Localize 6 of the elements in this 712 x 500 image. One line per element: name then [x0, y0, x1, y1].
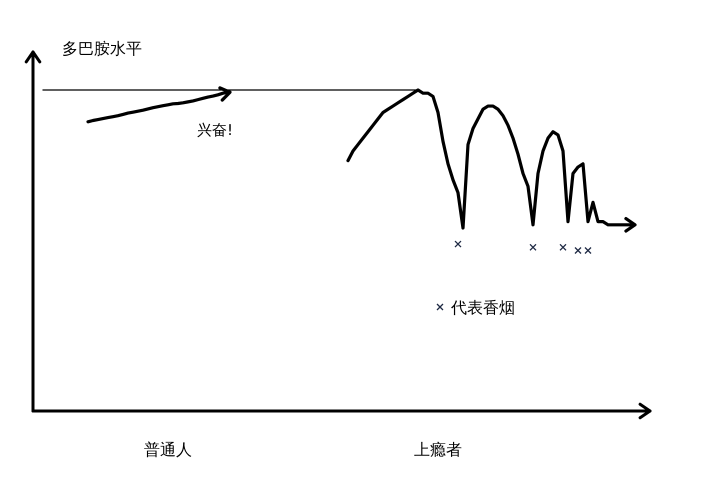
y-axis-title: 多巴胺水平: [62, 39, 142, 58]
x-tick-label: 上瘾者: [414, 440, 462, 459]
x-tick-label: 普通人: [144, 440, 192, 459]
legend: 代表香烟: [436, 298, 515, 317]
legend-label: 代表香烟: [450, 298, 515, 317]
annotation: 兴奋!: [196, 121, 234, 140]
